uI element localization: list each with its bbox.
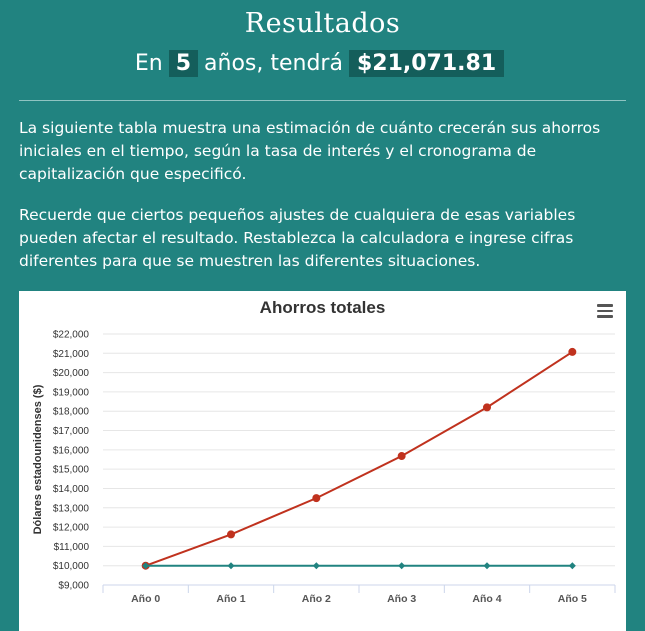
y-tick-label: $20,000 [53, 368, 90, 379]
y-tick-label: $17,000 [53, 426, 90, 437]
y-tick-label: $13,000 [53, 503, 90, 514]
data-point [483, 562, 491, 570]
y-tick-label: $15,000 [53, 465, 90, 476]
x-tick-label: Año 1 [216, 593, 245, 605]
y-tick-label: $10,000 [53, 561, 90, 572]
x-tick-label: Año 3 [387, 593, 416, 605]
x-tick-label: Año 2 [302, 593, 331, 605]
explanation-paragraph: La siguiente tabla muestra una estimació… [19, 119, 601, 183]
y-tick-label: $22,000 [53, 330, 90, 341]
y-tick-label: $12,000 [53, 523, 90, 534]
y-tick-label: $9,000 [58, 581, 89, 592]
final-amount-highlight: $21,071.81 [348, 50, 505, 77]
data-point [312, 562, 320, 570]
chart-plot: $9,000 $10,000 $11,000 $12,000 $13,000 $14,00… [32, 330, 616, 605]
y-axis-title: Dólares estadounidenses ($) [32, 384, 44, 534]
data-point [568, 347, 577, 356]
data-point [227, 530, 235, 539]
data-point [142, 562, 150, 570]
tip-paragraph: Recuerde que ciertos pequeños ajustes de… [19, 206, 576, 270]
data-point [398, 562, 406, 570]
chart-title: Ahorros totales [259, 298, 386, 317]
data-point [397, 452, 406, 461]
x-tick-label: Año 0 [131, 593, 160, 605]
years-highlight: 5 [168, 50, 199, 77]
savings-chart: Ahorros totales $9,000 $10,000 $11,000 $12,… [19, 291, 626, 631]
y-tick-label: $19,000 [53, 387, 90, 398]
y-tick-label: $14,000 [53, 484, 90, 495]
data-point [227, 562, 235, 570]
y-tick-label: $18,000 [53, 407, 90, 418]
summary-prefix: En [134, 51, 163, 76]
page-title: Resultados [244, 8, 401, 39]
x-tick-label: Año 5 [558, 593, 587, 605]
y-tick-label: $21,000 [53, 349, 90, 360]
series-line-0 [145, 351, 573, 567]
data-point [483, 403, 491, 412]
hamburger-menu-icon[interactable] [597, 304, 613, 318]
data-point [568, 562, 576, 570]
result-summary: En 5 años, tendrá $21,071.81 [0, 50, 645, 77]
divider [19, 100, 626, 101]
data-point [312, 494, 321, 503]
y-tick-label: $16,000 [53, 445, 90, 456]
y-tick-label: $11,000 [54, 542, 90, 553]
x-tick-label: Año 4 [472, 593, 501, 605]
summary-middle: años, tendrá [204, 51, 343, 76]
